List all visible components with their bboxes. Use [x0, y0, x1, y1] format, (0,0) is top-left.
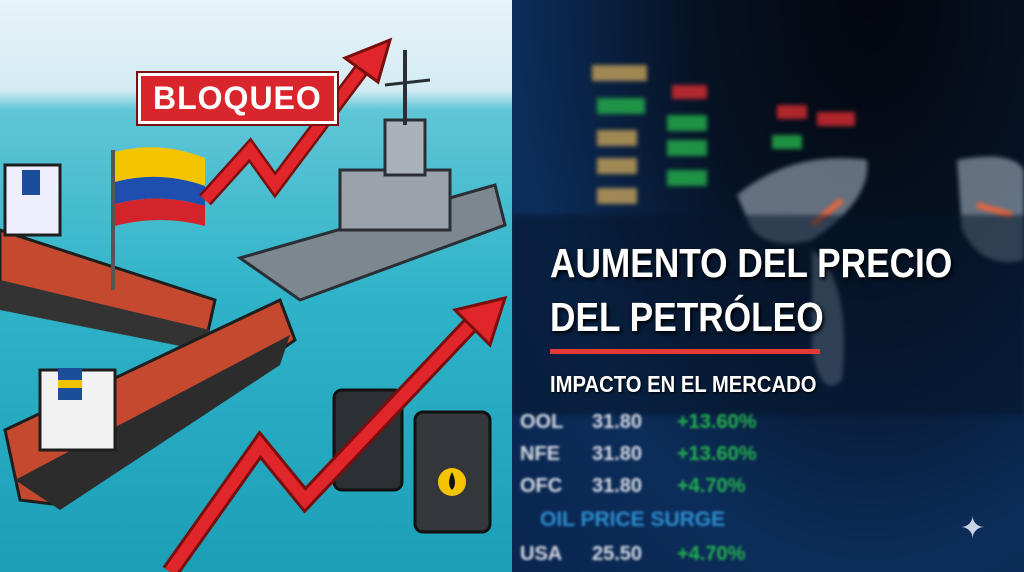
ships-scene — [0, 37, 508, 572]
headline: AUMENTO DEL PRECIO DEL PETRÓLEO — [550, 236, 952, 344]
blockade-illustration: BLOQUEO — [0, 0, 512, 572]
blockade-label: BLOQUEO — [138, 73, 337, 124]
ticker-change: +13.60% — [677, 443, 757, 465]
stock-board-background: OOL 31.80 +13.60% NFE 31.80 +13.60% OFC … — [512, 0, 1024, 572]
warship — [236, 50, 507, 302]
ticker-change: +4.70% — [677, 475, 746, 497]
ticker-change: +4.70% — [677, 543, 746, 565]
price-arrow-lower — [162, 295, 508, 572]
headline-line-1: AUMENTO DEL PRECIO — [550, 240, 953, 286]
headline-line-2: DEL PETRÓLEO — [550, 294, 824, 340]
ticker-price: 31.80 — [592, 411, 643, 433]
ticker-symbol: OFC — [520, 475, 563, 497]
ticker-symbol: USA — [520, 543, 563, 565]
ticker-price: 25.50 — [592, 543, 643, 565]
ticker-change: +13.60% — [677, 411, 757, 433]
subtitle: IMPACTO EN EL MERCADO — [550, 371, 817, 397]
tanker-front — [3, 297, 297, 510]
divider — [550, 349, 820, 354]
ticker-banner: OIL PRICE SURGE — [540, 508, 726, 531]
ticker-symbol: OOL — [520, 411, 564, 433]
price-arrow-upper — [199, 37, 393, 206]
tanker-back — [0, 163, 217, 350]
board-decoration — [512, 65, 1024, 415]
venezuela-flag — [111, 147, 205, 290]
sparkle-icon: ✦ — [960, 511, 986, 546]
ticker-price: 31.80 — [592, 475, 643, 497]
ticker-symbol: NFE — [520, 443, 560, 465]
ticker-price: 31.80 — [592, 443, 643, 465]
oil-barrels — [332, 388, 492, 534]
